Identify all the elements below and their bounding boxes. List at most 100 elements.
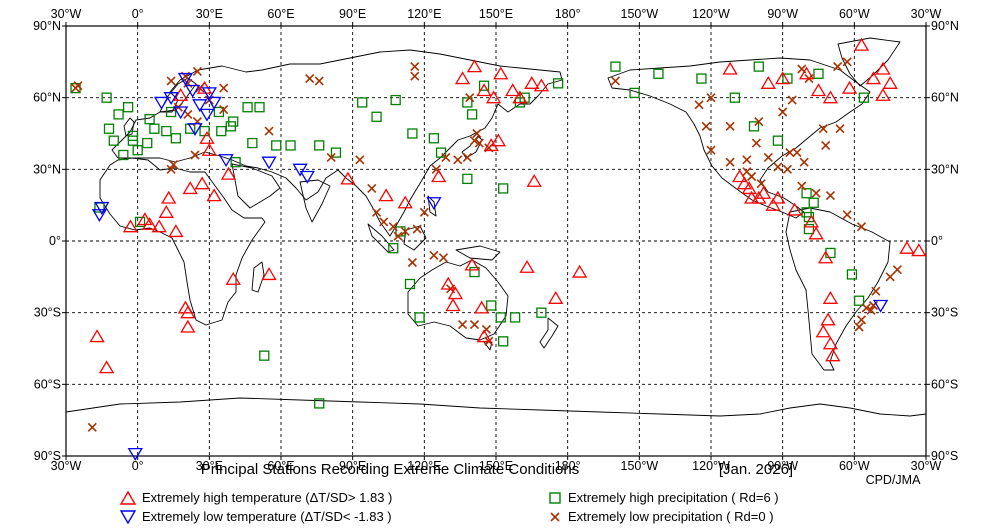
coast-newzealand [539, 317, 559, 349]
high-precip-marker [285, 140, 296, 151]
high-temp-marker [526, 174, 542, 187]
low-precip-marker [751, 138, 761, 148]
high-precip-marker [414, 312, 425, 323]
high-precip-marker [247, 137, 258, 149]
high-temp-marker [474, 300, 490, 314]
high-temp-marker [161, 190, 177, 204]
low-precip-marker [773, 162, 783, 172]
low-precip-marker [469, 320, 480, 330]
low-precip-marker [787, 95, 797, 105]
lon-label-top: 90°W [767, 7, 798, 21]
high-temp-marker [533, 78, 550, 92]
high-precip-marker [629, 87, 640, 99]
high-precip-marker [858, 92, 870, 103]
low-precip-marker [885, 272, 895, 282]
high-temp-marker [476, 329, 492, 343]
high-precip-marker [142, 137, 153, 149]
lon-label-bottom: 180° [555, 459, 581, 473]
high-precip-marker [213, 106, 225, 118]
lon-label-bottom: 150°W [621, 459, 659, 473]
high-temp-marker [822, 336, 839, 350]
high-precip-marker [242, 102, 253, 113]
lat-label-left: 90°S [34, 449, 61, 463]
low-precip-marker [866, 305, 876, 315]
coast-arabia [231, 163, 281, 209]
low-precip-marker [610, 76, 621, 86]
lon-label-bottom: 60°W [839, 459, 870, 473]
low-precip-marker [379, 217, 389, 227]
high-temp-marker [168, 224, 184, 238]
high-temp-marker [180, 319, 196, 333]
high-precip-marker [801, 188, 812, 199]
lon-label-top: 30°E [196, 7, 223, 21]
low-precip-marker [73, 81, 83, 91]
high-precip-marker [122, 102, 134, 113]
low-precip-marker [701, 121, 711, 131]
lat-label-left: 0° [49, 234, 61, 248]
high-precip-marker [371, 111, 382, 122]
high-precip-marker [753, 61, 764, 72]
low-temp-marker [91, 209, 108, 222]
lon-label-bottom: 120°E [407, 459, 441, 473]
cross-icon [550, 511, 560, 522]
low-temp-marker [292, 163, 308, 177]
high-temp-marker [524, 76, 540, 89]
low-temp-marker [299, 170, 315, 184]
high-precip-marker [390, 94, 401, 106]
triangle-down-icon [120, 509, 136, 524]
high-temp-marker [815, 324, 831, 338]
high-temp-marker [875, 88, 891, 101]
high-temp-marker [765, 197, 781, 211]
legend-high-precip: Extremely high precipitation ( Rd=6 ) [548, 490, 779, 505]
high-precip-marker [407, 128, 418, 139]
high-temp-marker [822, 90, 839, 104]
low-temp-marker [153, 96, 170, 110]
high-precip-marker [113, 109, 124, 120]
high-temp-marker [206, 188, 222, 202]
lon-label-top: 30°W [911, 7, 942, 21]
lat-label-left: 30°N [33, 162, 61, 176]
low-temp-marker [184, 84, 201, 98]
low-precip-marker [842, 210, 852, 220]
high-precip-marker [610, 61, 621, 72]
high-temp-marker [853, 37, 870, 51]
lon-label-bottom: 30°W [51, 459, 82, 473]
high-temp-marker [490, 133, 507, 147]
low-precip-marker [264, 126, 274, 136]
low-precip-marker [821, 140, 831, 151]
lat-label-left: 30°S [34, 306, 61, 320]
high-temp-marker [493, 66, 509, 80]
high-precip-marker [149, 123, 160, 134]
high-precip-marker [314, 398, 325, 409]
coast-philippines [427, 195, 437, 217]
low-precip-marker [419, 207, 429, 217]
high-temp-marker [736, 176, 753, 190]
high-precip-marker [259, 350, 270, 361]
legend-high-temp-label: Extremely high temperature (ΔT/SD> 1.83 … [142, 490, 393, 505]
high-temp-marker [775, 71, 791, 85]
high-precip-marker [462, 97, 473, 108]
high-precip-marker [161, 125, 172, 137]
high-temp-marker [431, 169, 447, 183]
low-precip-marker [472, 128, 482, 139]
low-precip-marker [388, 222, 398, 232]
high-temp-marker [137, 212, 153, 226]
coast-madagascar [251, 261, 265, 293]
high-temp-marker [261, 267, 277, 281]
high-precip-marker [495, 312, 506, 323]
low-temp-marker [206, 96, 222, 110]
high-precip-marker [498, 183, 509, 194]
legend-high-temp: Extremely high temperature (ΔT/SD> 1.83 … [120, 490, 392, 505]
coast-southamerica [785, 207, 891, 371]
high-precip-marker [108, 135, 119, 146]
coast-antarctica [65, 397, 927, 457]
legend-high-precip-label: Extremely high precipitation ( Rd=6 ) [568, 490, 779, 505]
high-temp-marker [825, 348, 841, 362]
low-precip-marker [747, 171, 757, 182]
high-temp-marker [483, 138, 499, 152]
low-precip-marker [754, 116, 764, 127]
legend-low-temp: Extremely low temperature (ΔT/SD< -1.83 … [120, 509, 392, 524]
high-precip-marker [330, 147, 342, 158]
high-temp-marker [798, 66, 815, 80]
